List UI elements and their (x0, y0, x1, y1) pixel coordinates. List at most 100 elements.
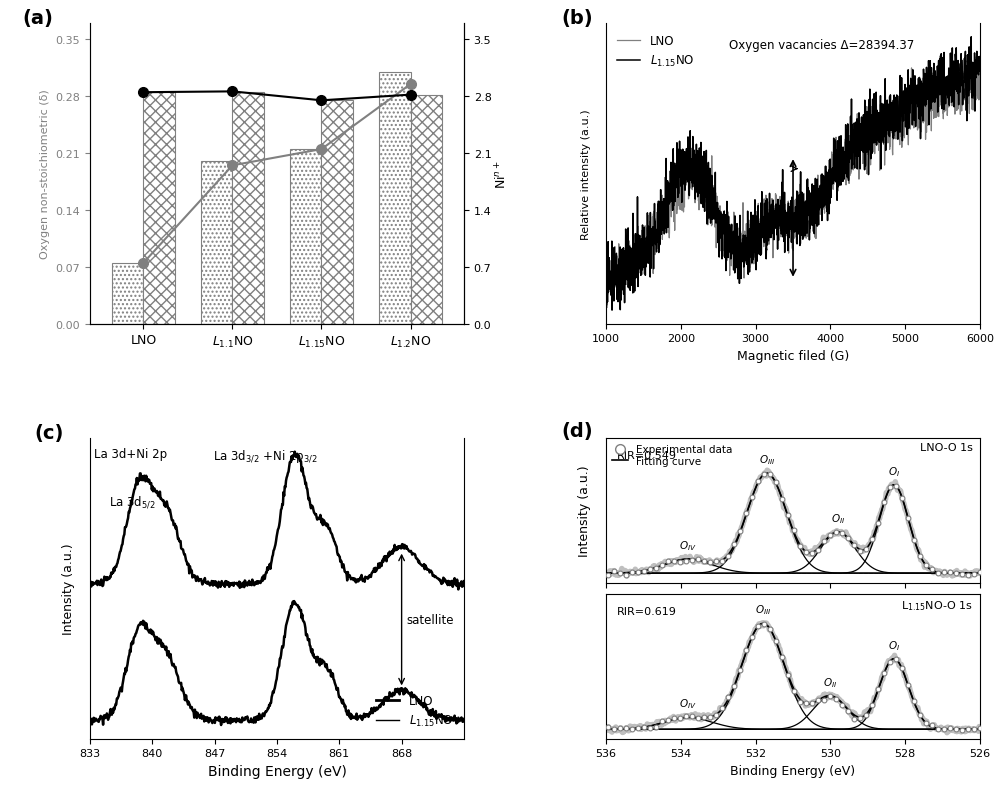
Point (684, 710, 700, 723)
Point (660, 714, 676, 727)
Bar (290, 150, 321, 324)
Y-axis label: Relative intensity (a.u.): Relative intensity (a.u.) (581, 109, 591, 239)
Point (672, 556, 688, 569)
Point (786, 684, 802, 697)
LNO (619, 256, 631, 266)
Point (798, 545, 814, 558)
Point (852, 544, 868, 557)
LNO (974, 60, 986, 70)
Point (882, 656, 898, 669)
Y-axis label: Ni$^{n+}$: Ni$^{n+}$ (494, 160, 510, 189)
Point (942, 722, 958, 735)
$L_{1.15}$NO (782, 206, 794, 215)
Text: Oxygen vacancies Δ=28394.37: Oxygen vacancies Δ=28394.37 (729, 39, 915, 52)
Point (846, 712, 862, 725)
Point (846, 539, 862, 552)
LNO (601, 301, 613, 311)
Text: (c): (c) (34, 423, 63, 442)
$L_{1.15}$NO (895, 91, 907, 100)
Point (840, 705, 856, 718)
Point (612, 722, 628, 735)
Point (870, 517, 886, 530)
$L_{1.15}$NO (963, 66, 975, 75)
Point (792, 540, 808, 553)
Text: $O_{II}$: $O_{II}$ (831, 512, 845, 525)
Point (678, 710, 694, 723)
Point (642, 721, 658, 734)
Point (744, 491, 760, 503)
Point (966, 723, 982, 736)
Point (762, 622, 778, 635)
Bar (321, 101, 353, 324)
Point (618, 569, 634, 581)
Point (732, 664, 748, 677)
Point (780, 508, 796, 521)
Point (858, 708, 874, 721)
Point (612, 567, 628, 580)
Point (894, 662, 910, 675)
Point (600, 569, 616, 581)
LNO (772, 201, 784, 210)
Point (642, 563, 658, 576)
Point (708, 709, 724, 722)
$L_{1.15}$NO (606, 306, 618, 316)
Point (756, 618, 772, 630)
Point (852, 711, 868, 724)
Bar (379, 73, 411, 324)
Point (924, 719, 940, 732)
$L_{1.15}$NO (965, 33, 977, 43)
Text: RIR=0.619: RIR=0.619 (617, 606, 677, 616)
$L_{1.15}$NO (974, 54, 986, 63)
Point (780, 668, 796, 681)
Point (888, 653, 904, 666)
LNO (600, 252, 612, 262)
Point (666, 555, 682, 568)
Point (948, 567, 964, 580)
Point (750, 620, 766, 633)
Text: LNO-O 1s: LNO-O 1s (920, 442, 973, 453)
$L_{1.15}$NO (619, 257, 631, 267)
Point (756, 467, 772, 480)
Point (882, 481, 898, 494)
Point (894, 491, 910, 504)
X-axis label: Magnetic filed (G): Magnetic filed (G) (737, 349, 849, 363)
Point (618, 721, 634, 734)
Point (726, 680, 742, 693)
Point (678, 555, 694, 568)
Point (684, 554, 700, 567)
Point (864, 532, 880, 545)
Point (714, 702, 730, 715)
Point (750, 475, 766, 487)
Point (738, 643, 754, 656)
Point (720, 550, 736, 563)
Point (948, 723, 964, 736)
Point (960, 569, 976, 581)
Point (660, 555, 676, 568)
Point (918, 716, 934, 729)
Text: La 3d$_{5/2}$: La 3d$_{5/2}$ (109, 494, 155, 509)
Text: $O_{IV}$: $O_{IV}$ (679, 697, 697, 711)
Point (804, 697, 820, 710)
Point (942, 566, 958, 579)
Point (912, 708, 928, 721)
Point (654, 715, 670, 728)
Point (954, 568, 970, 581)
$L_{1.15}$NO (600, 279, 612, 288)
Point (636, 565, 652, 578)
Point (714, 555, 730, 568)
Point (732, 525, 748, 538)
Point (702, 711, 718, 724)
Point (834, 528, 850, 540)
Point (840, 532, 856, 544)
Point (690, 712, 706, 725)
Text: La 3d+Ni 2p: La 3d+Ni 2p (94, 447, 167, 460)
Point (858, 544, 874, 556)
Point (912, 550, 928, 563)
Point (906, 695, 922, 707)
Point (936, 566, 952, 579)
Bar (143, 93, 175, 324)
Point (768, 634, 784, 647)
Bar (201, 162, 232, 324)
$L_{1.15}$NO (963, 43, 975, 53)
Point (900, 512, 916, 524)
